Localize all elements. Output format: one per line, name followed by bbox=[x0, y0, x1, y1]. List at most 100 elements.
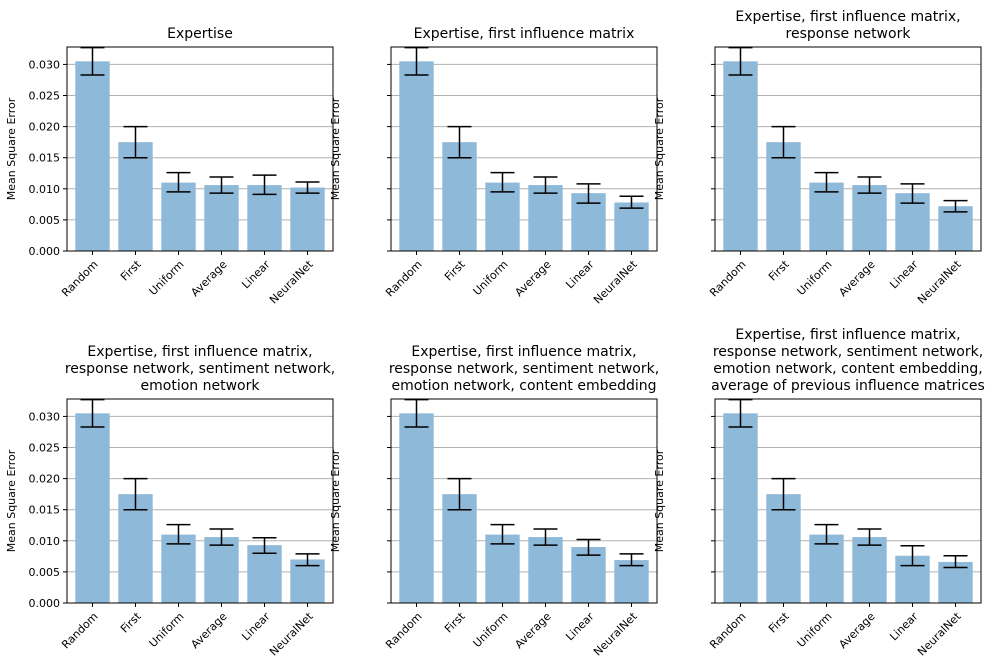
bar-random bbox=[723, 413, 758, 603]
axes-frame bbox=[714, 46, 982, 252]
chart-title-line: Expertise, first influence matrix, bbox=[87, 344, 312, 360]
y-tick-label: 0.015 bbox=[29, 504, 61, 517]
chart-title-line: response network, sentiment network, bbox=[713, 344, 983, 360]
chart-title-line: average of previous influence matrices bbox=[711, 378, 985, 394]
error-bar-first bbox=[771, 477, 796, 511]
y-tick-label: 0.020 bbox=[29, 473, 61, 486]
error-bar-random bbox=[404, 398, 429, 428]
bar-uniform bbox=[809, 534, 844, 603]
chart-panel-3: Random First Uniform Average LinearNeuralNet… bbox=[653, 9, 982, 306]
bar-neuralnet bbox=[290, 187, 325, 251]
chart-panel-4: 0.000 0.005 0.010 0.015 0.020 0.025 0.030 Rando… bbox=[5, 344, 335, 658]
error-bar-average bbox=[857, 176, 882, 194]
chart-panel-1: 0.000 0.005 0.010 0.015 0.020 0.025 0.030 Rando… bbox=[5, 26, 334, 306]
x-tick-label-uniform: Uniform bbox=[147, 610, 187, 650]
chart-title-line: Expertise, first influence matrix, bbox=[411, 344, 636, 360]
chart-title: Expertise, first influence matrix, respon… bbox=[389, 344, 659, 394]
y-axis-label: Mean Square Error bbox=[653, 97, 666, 200]
y-tick-label: 0.005 bbox=[29, 214, 61, 227]
x-tick-label-uniform: Uniform bbox=[147, 258, 187, 298]
error-bar-linear bbox=[576, 183, 601, 204]
chart-title-line: emotion network bbox=[141, 378, 261, 394]
chart-title-line: response network, sentiment network, bbox=[389, 361, 659, 377]
axes-frame bbox=[390, 398, 658, 604]
bar-first bbox=[118, 494, 153, 603]
chart-title-line: Expertise bbox=[167, 26, 233, 42]
bar-first bbox=[766, 494, 801, 603]
chart-title: Expertise bbox=[167, 26, 233, 42]
error-bar-uniform bbox=[814, 171, 839, 193]
bar-linear bbox=[247, 545, 282, 603]
x-tick-label-first: First bbox=[766, 609, 792, 635]
x-tick-label-neuralnet: NeuralNet bbox=[591, 609, 640, 658]
chart-title-line: emotion network, content embedding, bbox=[713, 361, 983, 377]
x-tick-label-linear: Linear bbox=[563, 610, 597, 644]
bar-uniform bbox=[161, 534, 196, 603]
chart-title-line: Expertise, first influence matrix, bbox=[735, 9, 960, 25]
error-bar-linear bbox=[252, 536, 277, 554]
bar-average bbox=[204, 185, 239, 251]
x-tick-label-average: Average bbox=[188, 610, 229, 651]
bar-first bbox=[766, 142, 801, 251]
bar-average bbox=[528, 537, 563, 603]
bar-first bbox=[118, 142, 153, 251]
error-bar-average bbox=[533, 176, 558, 194]
error-bar-first bbox=[123, 125, 148, 159]
error-bar-average bbox=[209, 176, 234, 194]
chart-title: Expertise, first influence matrix, respon… bbox=[735, 9, 960, 42]
error-bar-uniform bbox=[490, 523, 515, 545]
y-tick-label: 0.005 bbox=[29, 566, 61, 579]
bar-average bbox=[852, 185, 887, 251]
bar-average bbox=[852, 537, 887, 603]
x-tick-label-neuralnet: NeuralNet bbox=[267, 609, 316, 658]
error-bar-first bbox=[771, 125, 796, 159]
x-tick-label-random: Random bbox=[59, 610, 100, 651]
error-bar-neuralnet bbox=[619, 553, 644, 567]
error-bar-first bbox=[123, 477, 148, 511]
error-bar-random bbox=[728, 398, 753, 428]
bar-average bbox=[204, 537, 239, 603]
x-tick-label-neuralnet: NeuralNet bbox=[915, 257, 964, 306]
y-tick-label: 0.015 bbox=[29, 152, 61, 165]
x-tick-label-linear: Linear bbox=[563, 258, 597, 292]
x-tick-label-average: Average bbox=[836, 610, 877, 651]
chart-title-line: response network bbox=[786, 26, 912, 42]
y-axis-label: Mean Square Error bbox=[5, 97, 18, 200]
bar-neuralnet bbox=[614, 202, 649, 251]
axes-frame bbox=[714, 398, 982, 604]
error-bar-neuralnet bbox=[943, 554, 968, 569]
x-tick-label-random: Random bbox=[59, 258, 100, 299]
chart-panel-2: Random First Uniform Average LinearNeuralNet… bbox=[329, 26, 658, 306]
error-bar-neuralnet bbox=[943, 199, 968, 213]
error-bar-random bbox=[728, 46, 753, 76]
y-axis-label: Mean Square Error bbox=[329, 449, 342, 552]
chart-title: Expertise, first influence matrix, respon… bbox=[65, 344, 335, 394]
bar-first bbox=[442, 494, 477, 603]
chart-title-line: Expertise, first influence matrix, bbox=[735, 327, 960, 343]
bar-uniform bbox=[161, 182, 196, 251]
x-tick-label-first: First bbox=[118, 257, 144, 283]
x-tick-label-random: Random bbox=[383, 610, 424, 651]
x-tick-label-uniform: Uniform bbox=[795, 610, 835, 650]
chart-panel-5: Random First Uniform Average LinearNeuralNet… bbox=[329, 344, 659, 658]
y-tick-label: 0.025 bbox=[29, 90, 61, 103]
y-tick-label: 0.000 bbox=[29, 245, 61, 258]
error-bar-uniform bbox=[166, 523, 191, 545]
error-bar-linear bbox=[252, 174, 277, 196]
chart-title-line: emotion network, content embedding bbox=[391, 378, 656, 394]
error-bar-average bbox=[209, 528, 234, 546]
x-tick-label-first: First bbox=[442, 257, 468, 283]
error-bar-first bbox=[447, 477, 472, 511]
error-bar-first bbox=[447, 125, 472, 159]
bar-neuralnet bbox=[614, 560, 649, 603]
y-tick-label: 0.025 bbox=[29, 442, 61, 455]
error-bar-random bbox=[404, 46, 429, 76]
error-bar-uniform bbox=[814, 523, 839, 545]
x-tick-label-uniform: Uniform bbox=[471, 610, 511, 650]
x-tick-label-uniform: Uniform bbox=[471, 258, 511, 298]
y-axis-label: Mean Square Error bbox=[653, 449, 666, 552]
x-tick-label-first: First bbox=[442, 609, 468, 635]
y-tick-label: 0.030 bbox=[29, 58, 61, 71]
error-bar-linear bbox=[900, 183, 925, 204]
x-tick-label-random: Random bbox=[383, 258, 424, 299]
